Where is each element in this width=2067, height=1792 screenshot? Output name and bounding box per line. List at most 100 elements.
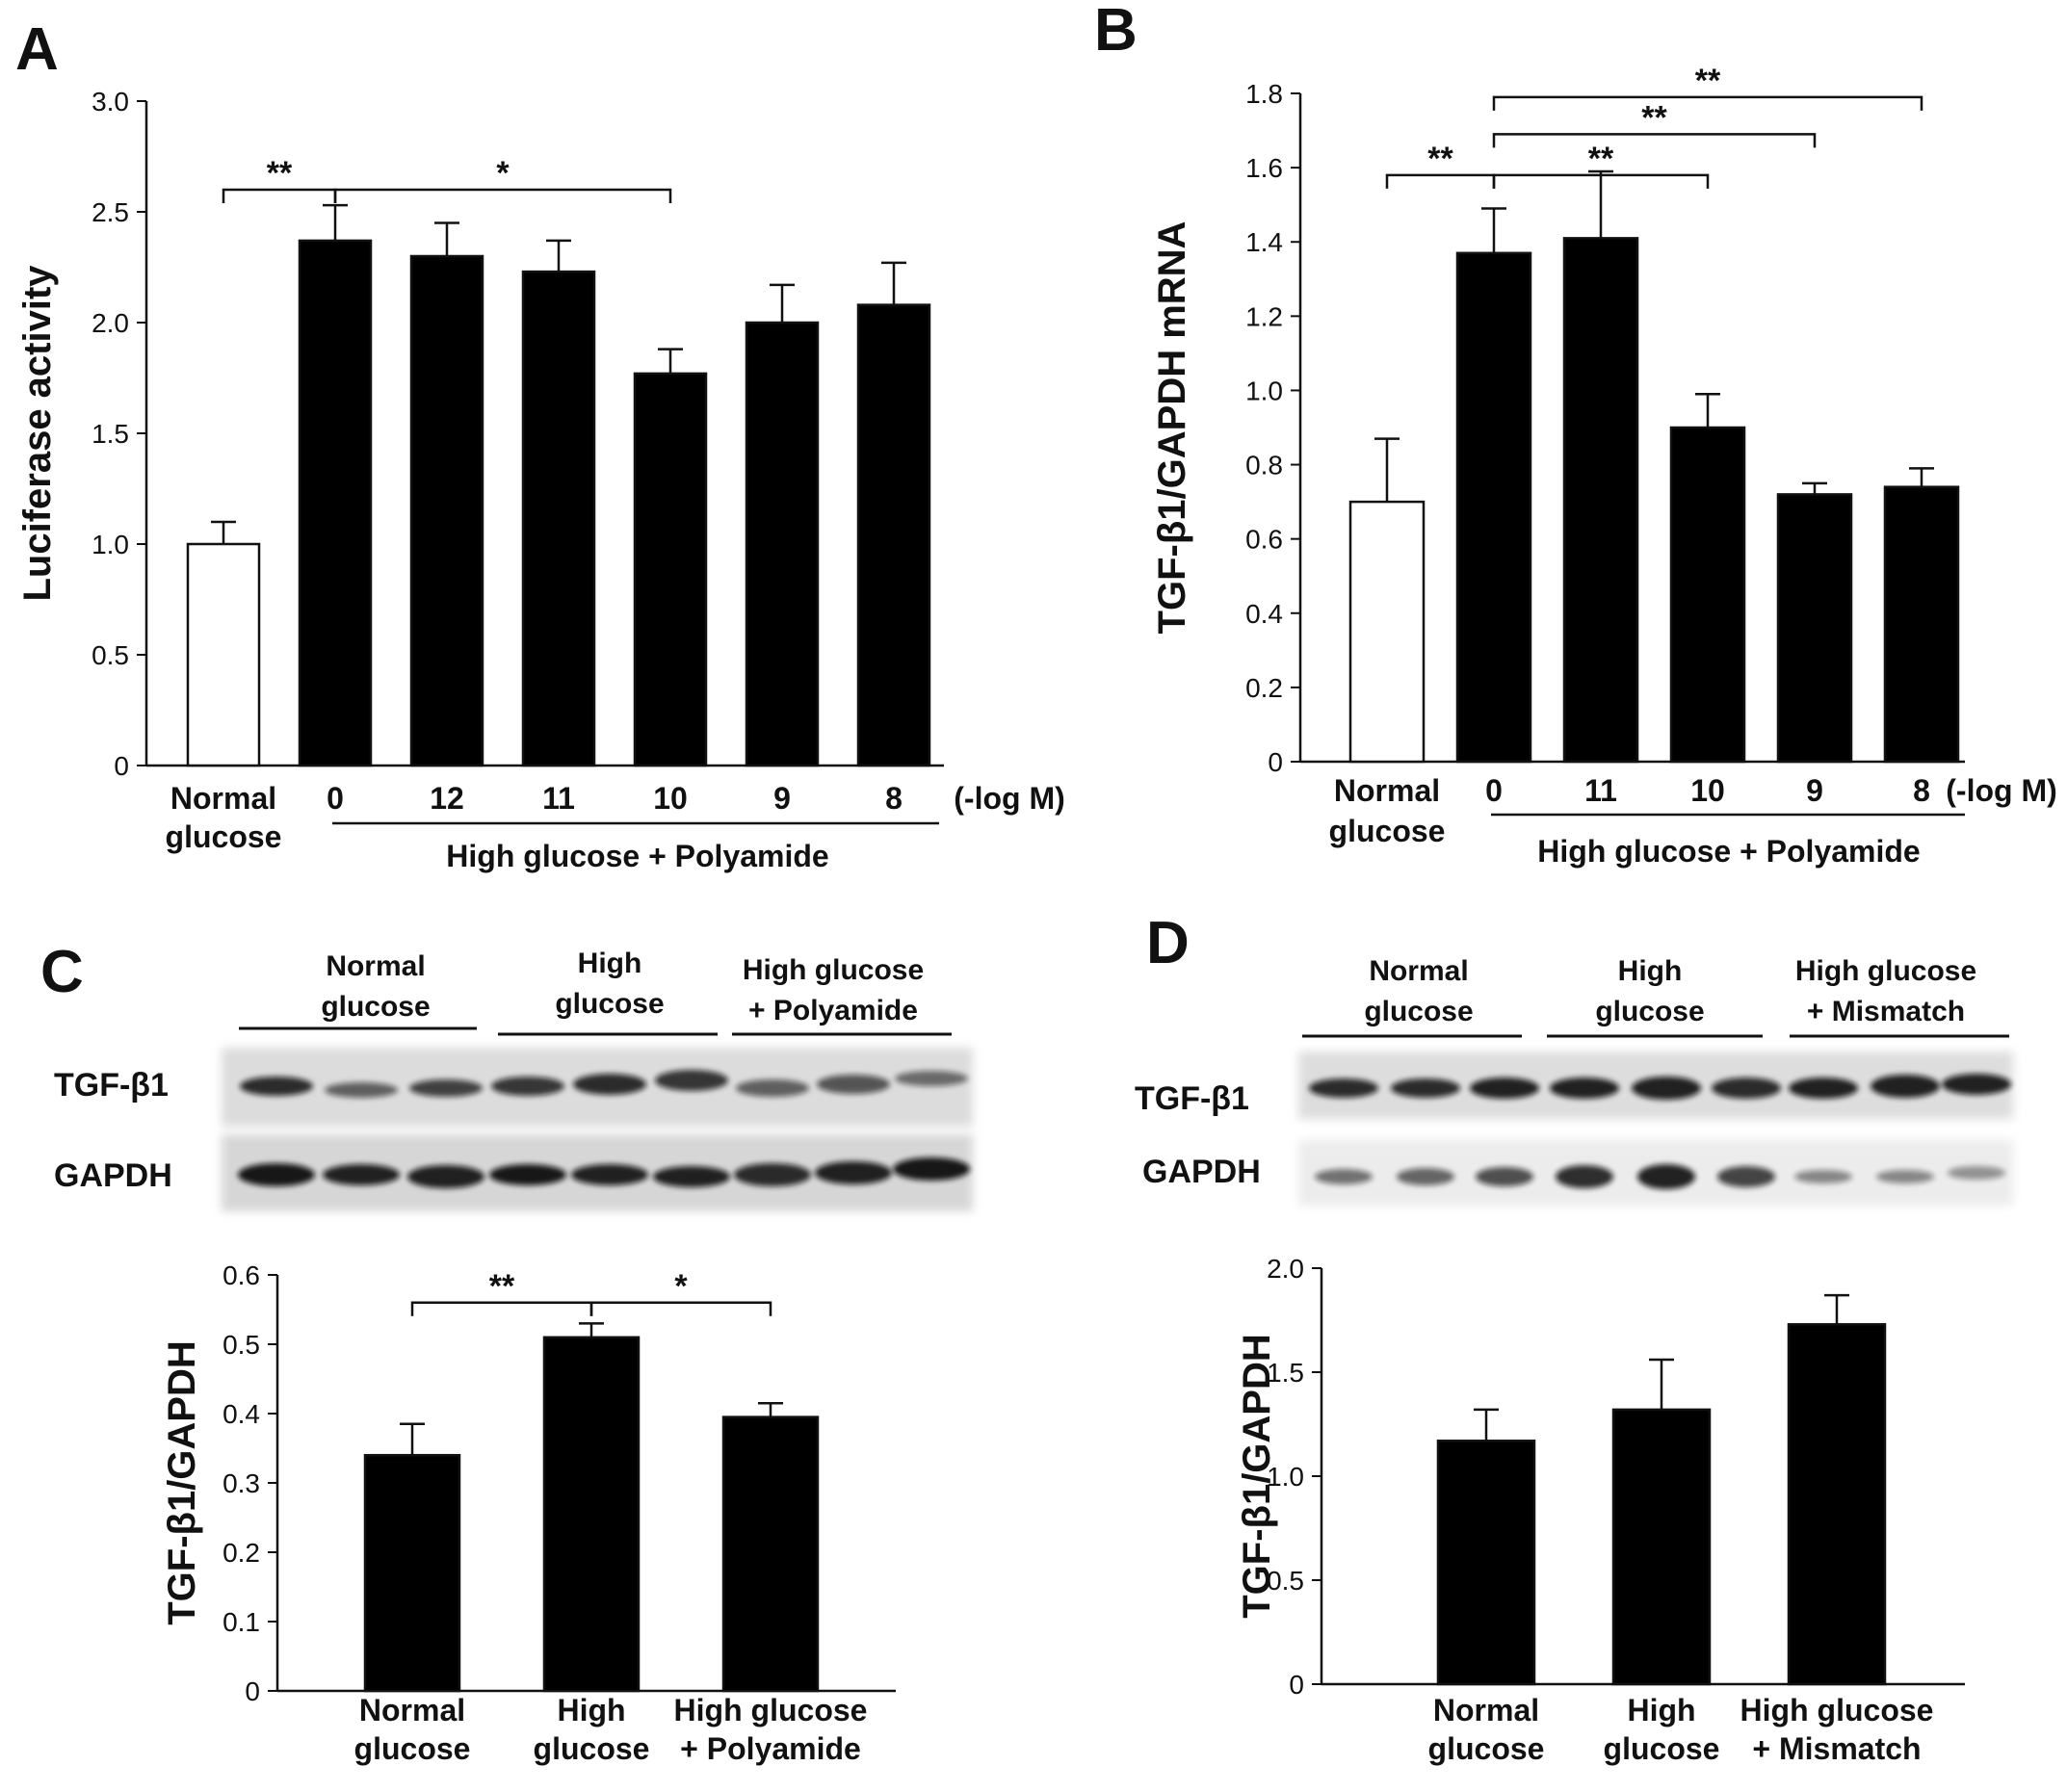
chart-a-x-tick-label: 0 (327, 781, 344, 816)
chart-a-bar (856, 303, 931, 767)
chart-b-x-tick-label: glucose (1329, 814, 1446, 848)
chart-d-y-tick-label: 0.5 (1267, 1566, 1304, 1596)
chart-b-bar (1348, 500, 1426, 764)
blot-c-bands-band-row-2 (238, 1163, 315, 1186)
blot-d-group-1-line-2: glucose (1364, 996, 1473, 1027)
chart-b-group-label: High glucose + Polyamide (1537, 834, 1920, 869)
blot-c-bands-band-row-1 (491, 1077, 564, 1096)
blot-c-bands-band-row-2 (323, 1164, 400, 1185)
chart-d-y-tick-label: 2.0 (1267, 1254, 1304, 1284)
chart-a-bar (298, 239, 373, 767)
chart-b-bar (1776, 493, 1853, 764)
chart-a-bar (409, 254, 484, 767)
blot-c-bands-band-row-1 (736, 1079, 809, 1097)
chart-d-y-tick-label: 1.0 (1267, 1462, 1304, 1492)
chart-a-bar (521, 270, 596, 767)
chart-d-y-axis-title: TGF-β1/GAPDH (1236, 1334, 1278, 1619)
western-blot-d: Normal glucose High glucose High glucose… (1135, 955, 2013, 1206)
chart-b-significance-label: ** (1588, 141, 1614, 177)
chart-c-x-tick-label: glucose (354, 1731, 471, 1766)
chart-c-x-tick-label: High glucose (674, 1693, 868, 1727)
blot-c-group-2-line-2: glucose (555, 988, 664, 1020)
blot-d-bands-band-row-2 (1556, 1165, 1613, 1188)
chart-b-significance-bracket (1492, 133, 1817, 148)
panel-label-a: A (15, 16, 59, 83)
chart-b-x-tick-label: 10 (1690, 773, 1725, 808)
blot-d-bands-band-row-1 (1871, 1075, 1940, 1098)
blot-d-row-label-gapdh: GAPDH (1142, 1154, 1261, 1190)
chart-c-x-tick-label: High (557, 1693, 625, 1727)
chart-c-y-tick-label: 0.3 (222, 1468, 260, 1498)
blot-c-bands-band-row-1 (895, 1071, 968, 1086)
chart-b-y-tick-label: 0.2 (1245, 673, 1283, 703)
chart-b-x-tick-label: 11 (1584, 773, 1617, 808)
chart-b-bar (1562, 237, 1639, 764)
blot-c-bands-band-row-1 (409, 1079, 483, 1097)
chart-a-y-tick-label: 0.5 (92, 640, 129, 670)
chart-c-significance-label: * (674, 1268, 688, 1305)
chart-a-y-axis-title: Luciferase activity (16, 265, 59, 602)
chart-a-y-tick-label: 2.5 (92, 197, 129, 227)
blot-d-bands-band-row-1 (1712, 1078, 1781, 1099)
blot-c-bands-band-row-1 (240, 1077, 313, 1096)
chart-c: 0 0.1 0.2 0.3 0.4 0.5 0.6 TGF-β1/GAPDH Normal glu… (161, 1260, 896, 1766)
chart-d-x-tick-label: Normal (1433, 1693, 1539, 1727)
blot-c-group-3-line-1: High glucose (743, 954, 924, 986)
chart-b-y-tick-label: 1.6 (1245, 153, 1283, 183)
blot-d-bands-band-row-2 (1948, 1166, 2005, 1180)
blot-c-bands-band-row-2 (815, 1161, 892, 1184)
chart-c-y-tick-label: 0.5 (222, 1330, 260, 1360)
chart-d-bar (1611, 1408, 1712, 1686)
chart-a-x-tick-label: 8 (885, 781, 903, 816)
chart-b-significance-label: ** (1695, 63, 1721, 99)
chart-b-significance-bracket (1385, 173, 1496, 189)
chart-a-x-tick-label: glucose (166, 819, 282, 854)
chart-d: 0 0.5 1.0 1.5 2.0 TGF-β1/GAPDH Normal glucose Hi… (1236, 1254, 1965, 1766)
blot-c-bands-band-row-2 (734, 1163, 811, 1186)
chart-a-unit-label: (-log M) (954, 781, 1065, 816)
chart-a-x-tick-label: 9 (773, 781, 791, 816)
chart-b-y-axis-title: TGF-β1/GAPDH mRNA (1151, 221, 1193, 635)
chart-a-y-tick-label: 1.5 (92, 419, 129, 449)
chart-b-y-tick-label: 1.0 (1245, 376, 1283, 405)
chart-d-bar (1787, 1323, 1887, 1686)
blot-d-bands-band-row-1 (1942, 1074, 2011, 1095)
western-blot-c: Normal glucose High glucose High glucose… (54, 948, 973, 1211)
blot-d-bands-band-row-2 (1794, 1170, 1852, 1183)
chart-b-y-tick-label: 0.8 (1245, 451, 1283, 480)
chart-b-y-tick-label: 0 (1268, 747, 1283, 777)
chart-b-bar (1669, 426, 1746, 764)
chart-c-bar (721, 1415, 820, 1693)
blot-c-bands-band-row-1 (817, 1075, 890, 1094)
chart-c-y-tick-label: 0.4 (222, 1399, 260, 1429)
chart-b-x-tick-label: Normal (1334, 773, 1440, 808)
chart-c-y-axis-title: TGF-β1/GAPDH (161, 1340, 203, 1625)
chart-b-y-tick-label: 1.2 (1245, 301, 1283, 331)
blot-d-bands-band-row-1 (1391, 1078, 1460, 1098)
blot-d-bands (1309, 1074, 2011, 1189)
blot-d-group-1-line-1: Normal (1369, 955, 1468, 987)
chart-b-y-tick-label: 0.4 (1245, 599, 1283, 629)
blot-d-group-3-line-1: High glucose (1795, 955, 1976, 987)
chart-b-y-tick-label: 0.6 (1245, 525, 1283, 555)
chart-d-x-tick-label: + Mismatch (1752, 1731, 1921, 1766)
blot-d-group-2-line-2: glucose (1595, 996, 1704, 1027)
chart-c-x-tick-label: + Polyamide (680, 1731, 861, 1766)
blot-c-bands-band-row-2 (489, 1164, 566, 1185)
blot-d-bands-band-row-1 (1470, 1078, 1539, 1099)
blot-c-bands (238, 1070, 970, 1188)
blot-c-row-label-gapdh: GAPDH (54, 1157, 172, 1194)
chart-a-group-label: High glucose + Polyamide (446, 839, 828, 873)
blot-d-bands-band-row-2 (1315, 1169, 1373, 1184)
chart-c-y-tick-label: 0.1 (222, 1607, 260, 1637)
chart-d-bar (1436, 1440, 1536, 1686)
chart-b-unit-label: (-log M) (1946, 773, 2057, 808)
blot-d-bands-band-row-1 (1309, 1078, 1378, 1098)
panel-label-b: B (1094, 0, 1138, 64)
blot-c-bands-band-row-1 (573, 1074, 646, 1095)
chart-a-y-tick-label: 2.0 (92, 308, 129, 338)
chart-b-x-tick-label: 8 (1913, 773, 1930, 808)
chart-a-y-tick-label: 1.0 (92, 530, 129, 559)
blot-d-bands-band-row-1 (1632, 1077, 1701, 1100)
chart-b-x-tick-label: 9 (1806, 773, 1823, 808)
